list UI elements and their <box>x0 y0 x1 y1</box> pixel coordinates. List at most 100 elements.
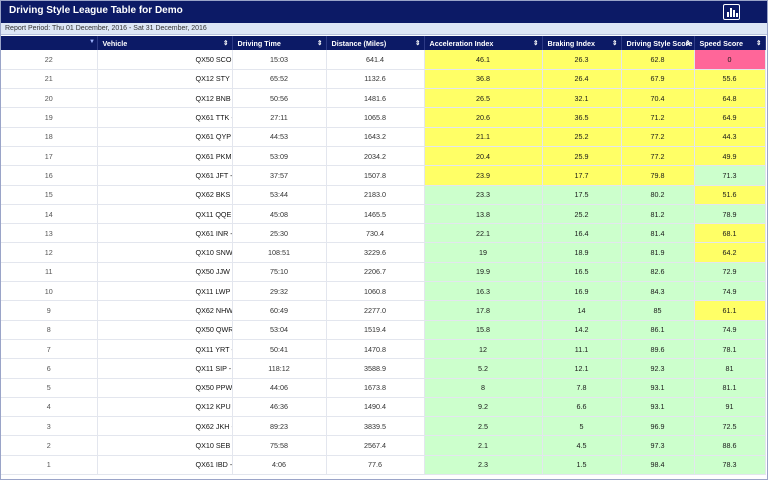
vehicle-cell: QX11 LWP - Fiat 500 <box>97 281 233 302</box>
rank-cell: 16 <box>1 165 98 186</box>
acceleration-index-cell: 26.5 <box>424 88 543 109</box>
speed-score-cell: 72.9 <box>694 262 766 283</box>
rank-cell: 22 <box>1 50 98 70</box>
rank-cell: 11 <box>1 262 98 283</box>
distance-cell: 1643.2 <box>326 127 425 147</box>
speed-score-cell: 74.9 <box>694 320 766 340</box>
driving-time-cell: 53:09 <box>232 146 327 167</box>
column-header-driving-time[interactable]: Driving Time ⇕ <box>232 36 327 50</box>
speed-score-cell: 49.9 <box>694 146 766 167</box>
speed-score-cell: 81 <box>694 358 766 379</box>
acceleration-index-cell: 20.4 <box>424 146 543 167</box>
braking-index-cell: 26.3 <box>542 50 622 70</box>
rank-cell: 1 <box>1 455 98 476</box>
acceleration-index-cell: 17.8 <box>424 300 543 321</box>
vehicle-registration: QX61 PKM - <box>195 151 232 161</box>
rank-cell: 7 <box>1 339 98 360</box>
vehicle-registration: QX50 QWR <box>195 325 232 335</box>
vehicle-cell: QX12 STY - Citroen C2 <box>97 69 233 90</box>
driving-style-score-cell: 70.4 <box>621 88 695 109</box>
driving-time-cell: 53:04 <box>232 320 327 340</box>
speed-score-cell: 74.9 <box>694 281 766 302</box>
speed-score-cell: 78.3 <box>694 455 766 476</box>
braking-index-cell: 1.5 <box>542 455 622 476</box>
driving-time-cell: 44:53 <box>232 127 327 147</box>
distance-cell: 3588.9 <box>326 358 425 379</box>
column-header-driving-style-score[interactable]: Driving Style Score ⇕ <box>621 36 695 50</box>
column-header-vehicle[interactable]: Vehicle ⇕ <box>97 36 233 50</box>
vehicle-cell: QX11 SIP - Renault Clio <box>97 358 233 379</box>
distance-cell: 1060.8 <box>326 281 425 302</box>
driving-time-cell: 50:41 <box>232 339 327 360</box>
speed-score-cell: 78.9 <box>694 204 766 225</box>
vehicle-cell: QX61 TTK - Volkswagen Polo <box>97 107 233 128</box>
rank-cell: 19 <box>1 107 98 128</box>
column-header-speed-score[interactable]: Speed Score ⇕ <box>694 36 766 50</box>
column-header-braking-index[interactable]: Braking Index ⇕ <box>542 36 622 50</box>
braking-index-cell: 14.2 <box>542 320 622 340</box>
rank-cell: 18 <box>1 127 98 147</box>
acceleration-index-cell: 12 <box>424 339 543 360</box>
acceleration-index-cell: 8 <box>424 378 543 398</box>
acceleration-index-cell: 23.9 <box>424 165 543 186</box>
vehicle-cell: QX10 SEB - Fiat Punto <box>97 435 233 456</box>
league-table: ▼ Vehicle ⇕ Driving Time ⇕ Distance (Miles… <box>1 36 766 476</box>
column-header-distance[interactable]: Distance (Miles) ⇕ <box>326 36 425 50</box>
rank-cell: 21 <box>1 69 98 90</box>
column-header-acceleration-index[interactable]: Acceleration Index ⇕ <box>424 36 543 50</box>
speed-score-cell: 64.2 <box>694 242 766 263</box>
driving-style-score-cell: 86.1 <box>621 320 695 340</box>
vehicle-cell: QX50 SCO - Suzuki Swift <box>97 50 233 70</box>
distance-cell: 1065.8 <box>326 107 425 128</box>
acceleration-index-cell: 9.2 <box>424 397 543 418</box>
distance-cell: 1673.8 <box>326 378 425 398</box>
vehicle-cell: QX12 KPU - Citroen C2 <box>97 397 233 418</box>
driving-time-cell: 75:58 <box>232 435 327 456</box>
speed-score-cell: 44.3 <box>694 127 766 147</box>
vehicle-cell: QX10 SNW Fiat 500 <box>97 242 233 263</box>
driving-style-score-cell: 98.4 <box>621 455 695 476</box>
distance-cell: 2277.0 <box>326 300 425 321</box>
vehicle-cell: QX61 PKM - Ford Fiesta <box>97 146 233 167</box>
braking-index-cell: 6.6 <box>542 397 622 418</box>
vehicle-registration: QX12 BNB - <box>195 93 232 103</box>
vehicle-registration: QX11 QQE - <box>195 209 232 219</box>
rank-cell: 17 <box>1 146 98 167</box>
acceleration-index-cell: 46.1 <box>424 50 543 70</box>
column-header-rank[interactable]: ▼ <box>1 36 98 50</box>
bar-chart-icon[interactable] <box>723 4 740 20</box>
distance-cell: 1470.8 <box>326 339 425 360</box>
rank-cell: 2 <box>1 435 98 456</box>
distance-cell: 1132.6 <box>326 69 425 90</box>
table-header-row: ▼ Vehicle ⇕ Driving Time ⇕ Distance (Miles… <box>1 36 766 50</box>
vehicle-registration: QX50 JJW - <box>195 267 232 277</box>
distance-cell: 2034.2 <box>326 146 425 167</box>
vehicle-registration: QX10 SEB - <box>195 441 232 451</box>
vehicle-registration: QX11 LWP - <box>195 286 232 296</box>
driving-style-score-cell: 67.9 <box>621 69 695 90</box>
driving-time-cell: 29:32 <box>232 281 327 302</box>
